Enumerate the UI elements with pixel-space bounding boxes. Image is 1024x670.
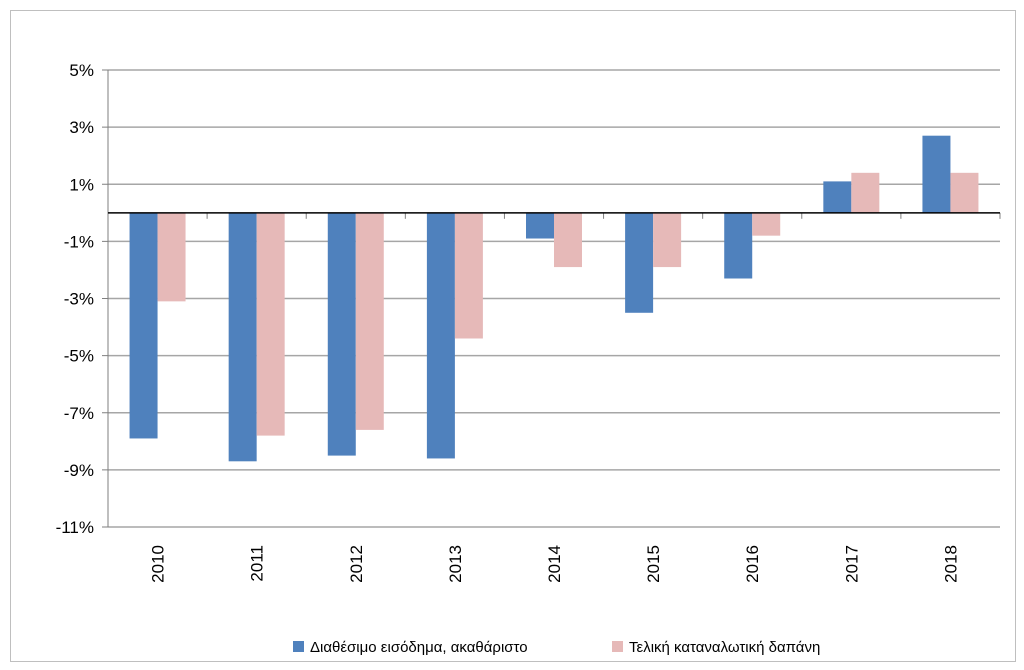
bar-disposable-income-2011 [228,212,257,462]
chart-frame [10,10,1016,662]
bar-consumption-2013 [454,212,483,339]
x-category-label: 2016 [743,545,762,583]
legend: Διαθέσιμο εισόδημα, ακαθάριστο Τελική κατ… [293,639,820,656]
y-tick-label: -5% [64,347,94,366]
y-tick-label: -11% [56,518,94,537]
y-tick-label: -7% [64,404,94,423]
legend-swatch-disposable-income [293,641,304,652]
y-tick-label: 3% [69,118,94,137]
y-tick-labels: 5% 3% 1% -1% -3% -5% -7% -9% -11% [56,61,94,537]
bar-consumption-2011 [256,212,285,436]
x-category-label: 2013 [446,545,465,583]
x-category-label: 2015 [644,545,663,583]
bar-disposable-income-2012 [327,212,356,456]
bar-consumption-2016 [752,212,781,236]
legend-label: Διαθέσιμο εισόδημα, ακαθάριστο [310,639,528,656]
bar-disposable-income-2015 [625,212,654,313]
bar-disposable-income-2017 [823,181,852,213]
bar-consumption-2010 [157,212,186,302]
y-tick-label: 5% [69,61,94,80]
bar-consumption-2014 [554,212,582,268]
gridlines [108,69,1000,528]
y-tick-label: -9% [64,461,94,480]
x-category-label: 2014 [545,545,564,583]
bar-disposable-income-2014 [526,212,554,239]
bar-consumption-2018 [950,172,979,213]
bar-consumption-2012 [355,212,384,430]
bar-disposable-income-2013 [426,212,455,459]
bar-disposable-income-2010 [129,212,158,439]
bars [129,135,979,462]
x-category-labels: 2010 2011 2012 2013 2014 2015 2016 2017 2018 [149,545,961,583]
x-category-label: 2011 [248,545,267,582]
x-category-label: 2010 [149,545,168,583]
x-category-label: 2018 [941,545,960,583]
x-category-label: 2012 [347,545,366,583]
bar-disposable-income-2016 [724,212,753,279]
axes [102,69,1001,528]
bar-disposable-income-2018 [922,135,951,213]
legend-label: Τελική καταναλωτική δαπάνη [629,639,820,656]
bar-consumption-2017 [851,172,880,213]
x-category-label: 2017 [842,545,861,583]
y-tick-label: 1% [69,175,94,194]
y-tick-label: -3% [64,290,94,309]
y-tick-label: -1% [64,232,94,251]
legend-swatch-consumption [612,641,623,652]
bar-consumption-2015 [653,212,682,268]
